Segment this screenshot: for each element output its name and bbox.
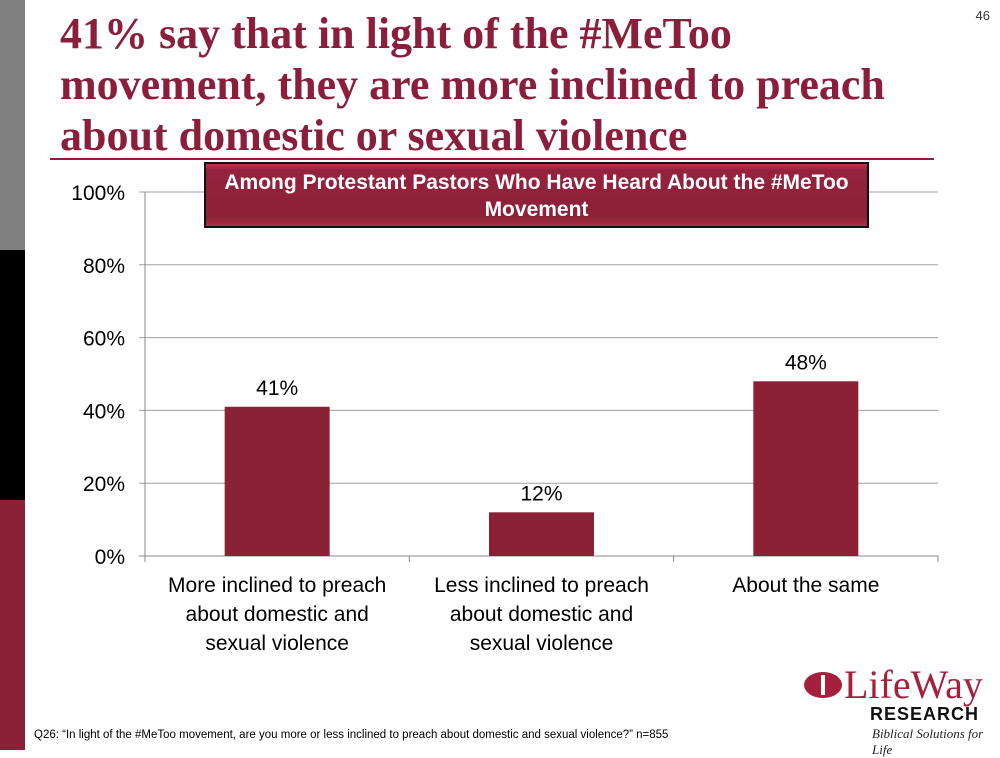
x-category-label: About the same bbox=[732, 574, 879, 597]
x-category-label: sexual violence bbox=[470, 632, 614, 655]
logo-name: LifeWay bbox=[844, 662, 983, 707]
bar bbox=[489, 512, 594, 556]
bar bbox=[753, 381, 859, 556]
data-label: 12% bbox=[520, 482, 562, 505]
x-category-label: sexual violence bbox=[205, 632, 349, 655]
sidebar-stripe-maroon bbox=[0, 500, 25, 750]
slide-title: 41% say that in light of the #MeToo move… bbox=[60, 9, 885, 160]
x-category-label: Less inclined to preach bbox=[434, 574, 649, 597]
sidebar-stripe-gray bbox=[0, 0, 25, 250]
footnote: Q26: “In light of the #MeToo movement, a… bbox=[34, 729, 669, 741]
lifeway-logo: LifeWay RESEARCH Biblical Solutions for … bbox=[800, 662, 990, 757]
chart-subtitle: Among Protestant Pastors Who Have Heard … bbox=[204, 162, 869, 228]
y-tick-label: 0% bbox=[95, 546, 125, 569]
bar bbox=[224, 406, 330, 556]
y-tick-label: 20% bbox=[83, 473, 125, 496]
lifeway-cross-icon bbox=[804, 672, 842, 698]
title-underline bbox=[50, 158, 934, 160]
page-number: 46 bbox=[975, 8, 990, 23]
data-label: 48% bbox=[785, 351, 827, 374]
y-tick-label: 40% bbox=[83, 400, 125, 423]
x-category-label: More inclined to preach bbox=[168, 574, 386, 597]
sidebar-stripe-black bbox=[0, 250, 25, 500]
data-label: 41% bbox=[256, 377, 298, 400]
logo-research: RESEARCH bbox=[870, 704, 980, 724]
y-tick-label: 60% bbox=[83, 328, 125, 351]
y-tick-label: 80% bbox=[83, 255, 125, 278]
x-category-label: about domestic and bbox=[450, 603, 633, 626]
y-tick-label: 100% bbox=[71, 182, 125, 205]
x-category-label: about domestic and bbox=[186, 603, 369, 626]
logo-tagline: Biblical Solutions for Life bbox=[872, 726, 984, 757]
